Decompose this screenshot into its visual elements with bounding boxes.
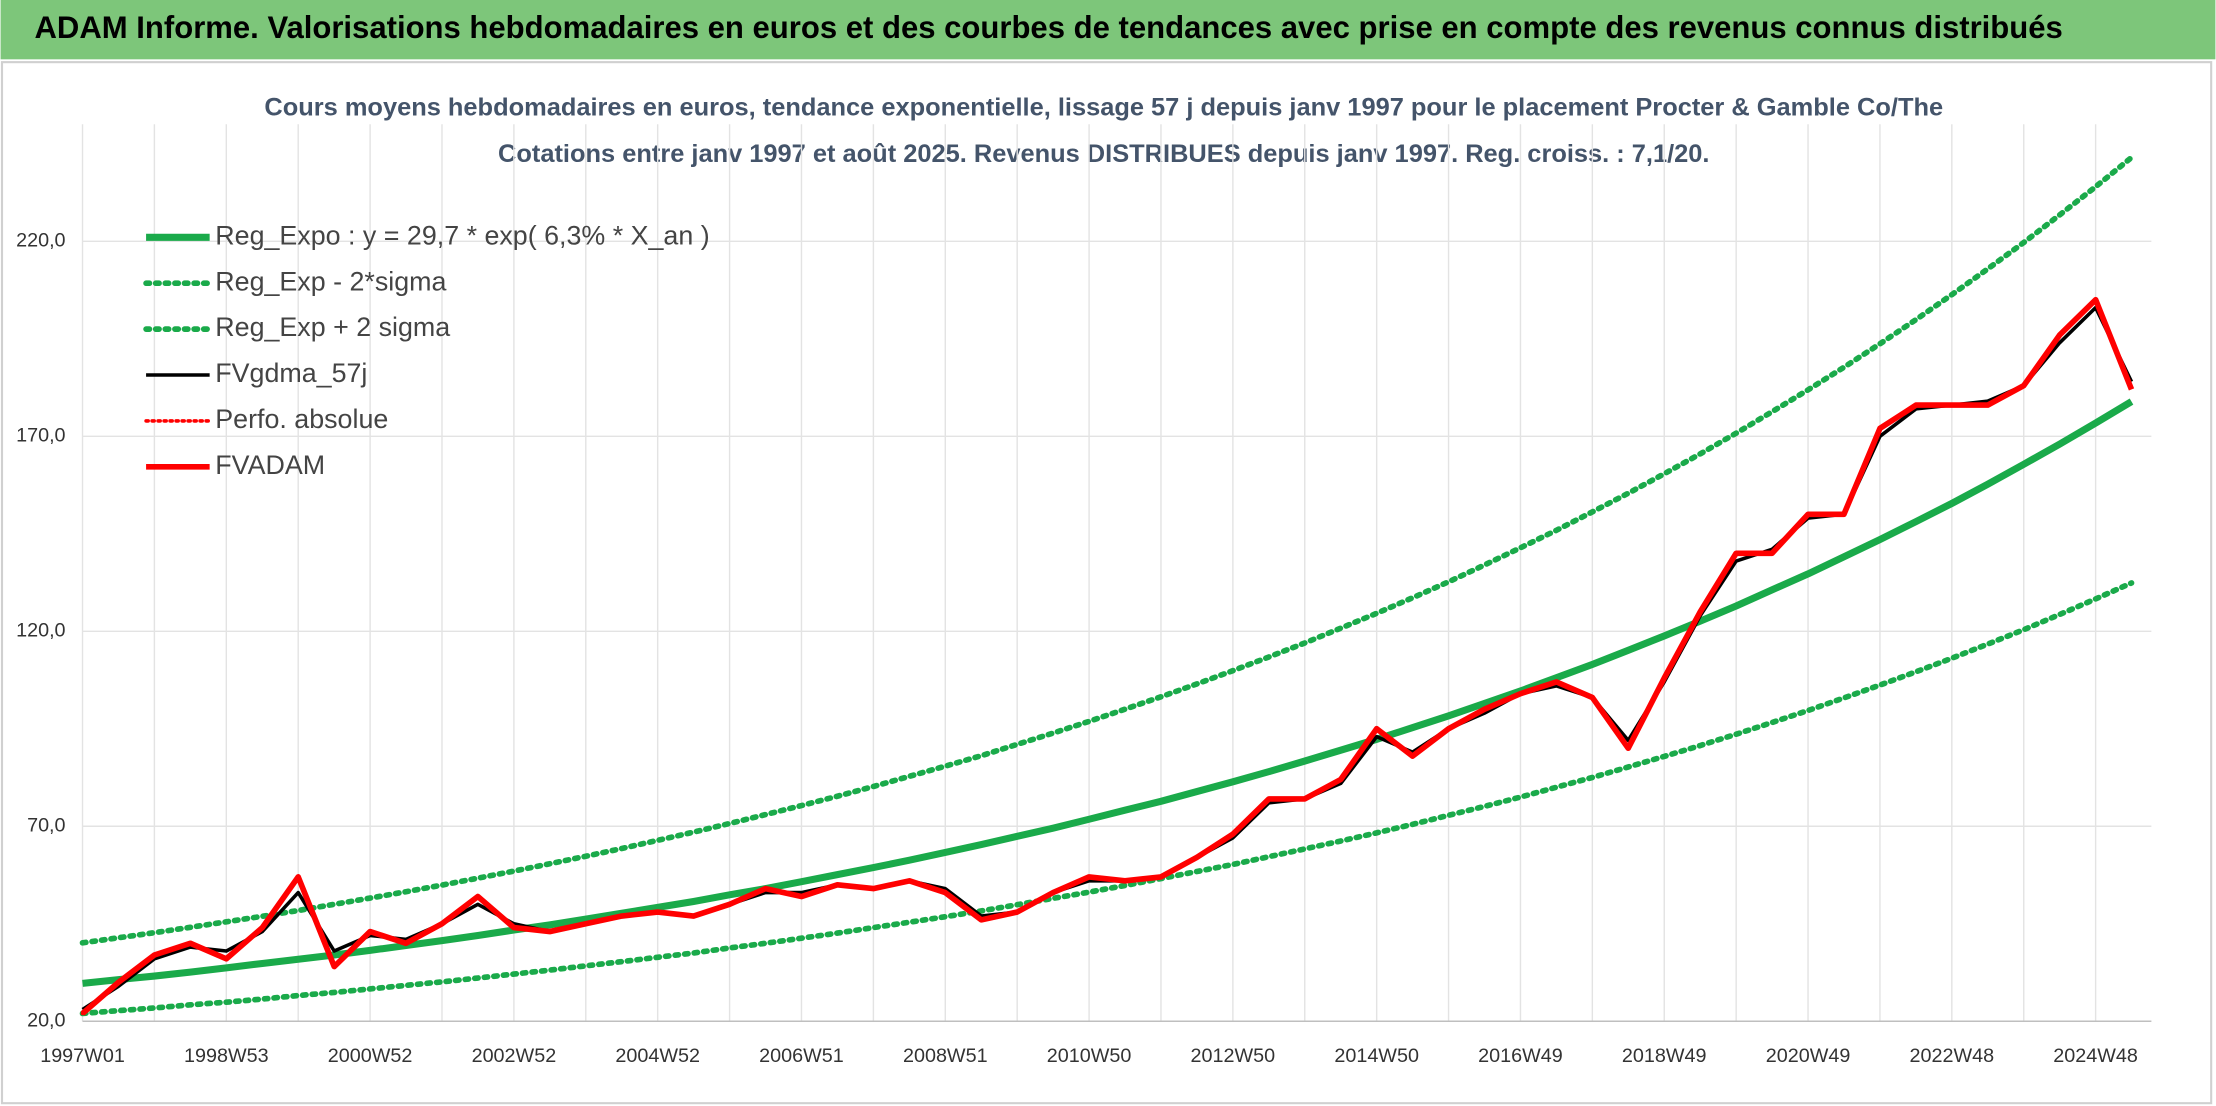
x-tick-label: 2012W50 xyxy=(1191,1045,1276,1067)
x-tick-label: 2010W50 xyxy=(1047,1045,1132,1067)
chart-subtitle: Cotations entre janv 1997 et août 2025. … xyxy=(498,140,1710,168)
legend-label: FVADAM xyxy=(215,450,325,480)
legend-label: Perfo. absolue xyxy=(215,404,388,434)
legend-label: FVgdma_57j xyxy=(215,358,367,388)
y-tick-label: 220,0 xyxy=(16,230,65,252)
legend: Reg_Expo : y = 29,7 * exp( 6,3% * X_an )… xyxy=(143,220,710,480)
series-line xyxy=(82,398,2134,987)
x-tick-label: 2008W51 xyxy=(903,1045,988,1067)
x-tick-label: 1998W53 xyxy=(184,1045,269,1067)
legend-label: Reg_Expo : y = 29,7 * exp( 6,3% * X_an ) xyxy=(215,220,709,250)
x-tick-label: 2024W48 xyxy=(2053,1045,2138,1067)
x-tick-label: 1997W01 xyxy=(40,1045,125,1067)
y-tick-label: 170,0 xyxy=(16,425,65,447)
x-tick-label: 2016W49 xyxy=(1478,1045,1563,1067)
x-tick-label: 2020W49 xyxy=(1766,1045,1851,1067)
series-line xyxy=(79,580,2135,1017)
frame xyxy=(0,61,2213,1105)
x-tick-label: 2004W52 xyxy=(615,1045,700,1067)
chart-title: Cours moyens hebdomadaires en euros, ten… xyxy=(264,93,1943,121)
series-line xyxy=(80,296,2135,1016)
y-tick-label: 120,0 xyxy=(16,619,65,641)
plot-lines xyxy=(79,154,2135,1017)
axes: 20,0 70,0 120,0 170,0 220,0 1997W01 1998W53 200… xyxy=(16,230,2152,1067)
header-bar xyxy=(0,0,2216,60)
x-tick-label: 2014W50 xyxy=(1334,1045,1419,1067)
series-line xyxy=(79,154,2135,946)
legend-label: Reg_Exp + 2 sigma xyxy=(215,312,450,342)
x-tick-label: 2006W51 xyxy=(759,1045,844,1067)
x-tick-label: 2002W52 xyxy=(472,1045,557,1067)
x-tick-label: 2018W49 xyxy=(1622,1045,1707,1067)
legend-label: Reg_Exp - 2*sigma xyxy=(215,266,446,296)
x-tick-label: 2022W48 xyxy=(1910,1045,1995,1067)
grid xyxy=(81,124,2152,1022)
y-tick-label: 20,0 xyxy=(27,1009,65,1031)
header-title: ADAM Informe. Valorisations hebdomadaire… xyxy=(34,10,2062,45)
y-tick-label: 70,0 xyxy=(27,814,65,836)
x-tick-label: 2000W52 xyxy=(328,1045,413,1067)
